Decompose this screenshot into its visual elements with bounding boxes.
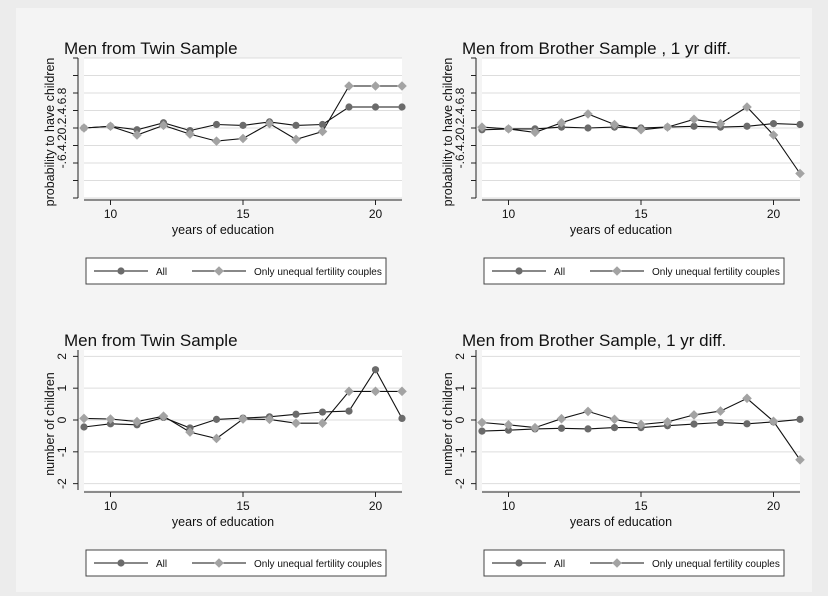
y-axis-label: probability to have children [441,58,455,207]
x-tick-label: 15 [634,499,648,513]
x-tick-label: 15 [236,499,250,513]
data-point-all [796,415,804,423]
y-tick-label: 0 [55,416,69,423]
legend-marker-all [515,559,523,567]
y-axis-label: number of children [441,372,455,476]
y-tick-label: -2 [55,478,69,489]
y-axis-label: number of children [43,372,57,476]
x-axis-label: years of education [172,223,274,237]
x-tick-label: 10 [502,207,516,221]
data-point-all [212,415,221,423]
legend-label-unequal: Only unequal fertility couples [254,267,382,278]
y-tick-label: -2 [453,478,467,489]
legend: All Only unequal fertility couples [85,257,387,285]
x-tick-label: 20 [369,499,383,513]
data-point-unequal [211,433,222,444]
x-tick-label: 10 [104,207,118,221]
y-tick-labels: -.6.4.20.2.4.6.8 [55,87,69,168]
data-point-all [398,103,406,111]
data-point-all [610,424,619,432]
data-point-all [133,126,141,134]
data-point-all [345,407,353,415]
data-point-all [212,120,221,129]
legend-label-all: All [156,559,167,570]
y-tick-label: 0 [453,416,467,423]
x-axis-label: years of education [570,223,672,237]
data-point-unequal [132,130,142,140]
legend-label-all: All [554,267,565,278]
data-point-all [796,120,804,129]
data-point-all [557,424,566,432]
y-tick-label: 2 [55,353,69,360]
legend-label-all: All [554,559,565,570]
x-tick-label: 20 [767,207,781,221]
data-point-unequal [211,136,222,146]
data-point-unequal [105,414,116,424]
legend-label-all: All [156,267,167,278]
data-point-all [690,420,698,428]
data-point-all [504,426,513,434]
data-point-all [239,121,247,129]
legend-label-unequal: Only unequal fertility couples [652,559,780,570]
data-point-all [584,124,592,132]
x-tick-label: 10 [502,499,516,513]
y-axis-label: probability to have children [43,58,57,207]
x-tick-label: 15 [634,207,648,221]
data-point-unequal [105,121,116,132]
data-point-all [292,410,300,418]
chart-title: Men from Twin Sample [64,39,238,58]
data-point-all [371,103,380,111]
data-point-all [371,366,380,374]
data-point-all [478,427,486,435]
data-point-unequal [79,123,89,133]
legend-marker-all [515,267,523,275]
chart-panel-4: Men from Brother Sample, 1 yr diff.10 15 2… [414,300,812,592]
data-point-all [345,103,353,111]
legend-label-unequal: Only unequal fertility couples [254,559,382,570]
data-point-all [318,120,327,129]
x-tick-label: 20 [369,207,383,221]
data-point-all [80,423,88,431]
x-axis-label: years of education [570,515,672,529]
data-point-all [292,121,300,129]
data-point-all [398,414,406,423]
data-point-all [690,122,698,130]
legend: All Only unequal fertility couples [483,549,785,577]
chart-panel-3: Men from Twin Sample 10 15 20 -2 -1 0 1 2 years o… [16,300,414,592]
chart-title: Men from Brother Sample, 1 yr diff. [462,331,726,350]
data-point-all [584,425,592,433]
legend-marker-all [117,267,125,275]
chart-title: Men from Brother Sample , 1 yr diff. [462,39,731,58]
y-tick-labels: -.6.4.20.2.4.6.8 [453,87,467,168]
legend: All Only unequal fertility couples [483,257,785,285]
chart-panel-2: Men from Brother Sample , 1 yr diff. 10 15… [414,8,812,300]
x-tick-label: 10 [104,499,118,513]
data-point-all [769,120,778,128]
x-tick-label: 15 [236,207,250,221]
y-tick-label: -1 [453,446,467,457]
y-tick-label: 1 [55,385,69,392]
legend-marker-all [117,559,125,567]
data-point-all [318,408,327,416]
legend-label-unequal: Only unequal fertility couples [652,267,780,278]
chart-title: Men from Twin Sample [64,331,238,350]
x-axis-label: years of education [172,515,274,529]
y-tick-label: 1 [453,385,467,392]
data-point-all [743,122,751,130]
data-point-all [716,418,725,427]
chart-panel-1: Men from Twin Sample 10 15 20 -.6.4.20.2.4.6… [16,8,414,300]
legend-marker-unequal [214,266,224,276]
y-tick-label: 2 [453,353,467,360]
y-tick-label: -1 [55,446,69,457]
x-tick-label: 20 [767,499,781,513]
legend: All Only unequal fertility couples [85,549,387,577]
data-point-all [743,420,751,428]
